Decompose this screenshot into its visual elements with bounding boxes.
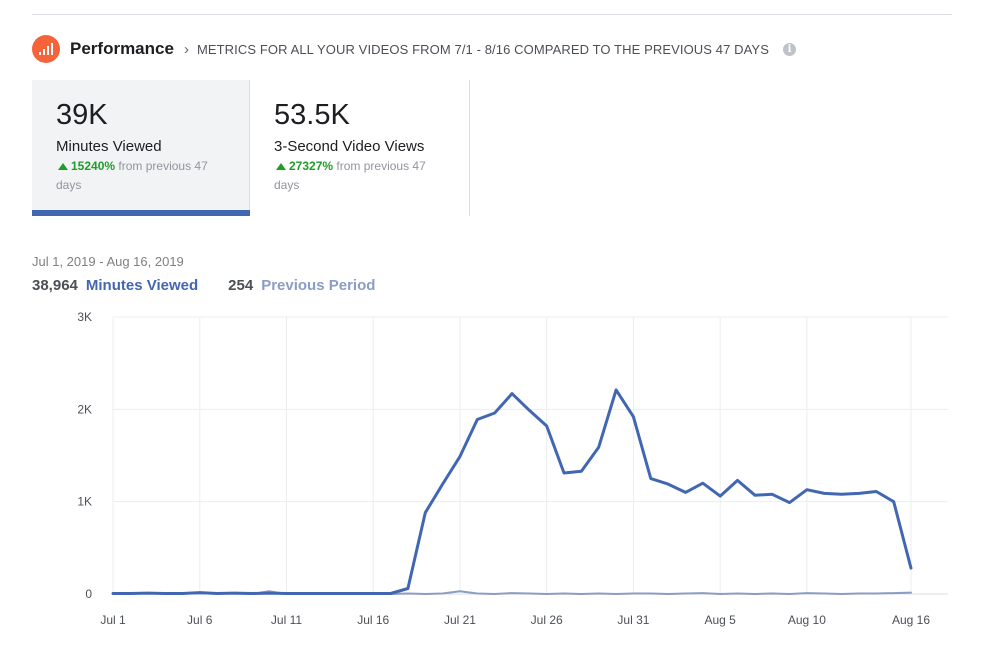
x-tick-label: Jul 26 bbox=[531, 613, 563, 627]
x-tick-label: Jul 21 bbox=[444, 613, 476, 627]
selected-tab-indicator bbox=[32, 210, 250, 216]
chart-legend: 38,964 Minutes Viewed 254 Previous Perio… bbox=[32, 277, 375, 294]
y-tick-label: 3K bbox=[77, 310, 92, 324]
metric-change-text: from previous 47 days bbox=[274, 159, 426, 192]
legend-series-current[interactable]: Minutes Viewed bbox=[85, 277, 199, 294]
metric-change: 27327% from previous 47 days bbox=[274, 157, 454, 195]
metric-label: Minutes Viewed bbox=[56, 138, 162, 155]
metric-card-video-views[interactable]: 53.5K 3-Second Video Views 27327% from p… bbox=[250, 80, 470, 216]
legend-total-current: 38,964 bbox=[32, 277, 78, 294]
x-tick-label: Aug 16 bbox=[892, 613, 930, 627]
x-tick-label: Jul 11 bbox=[271, 613, 302, 627]
top-divider bbox=[32, 14, 952, 15]
metric-change: 15240% from previous 47 days bbox=[56, 157, 236, 195]
x-tick-label: Jul 31 bbox=[617, 613, 649, 627]
metric-card-minutes-viewed[interactable]: 39K Minutes Viewed 15240% from previous … bbox=[32, 80, 250, 216]
y-tick-label: 2K bbox=[77, 402, 92, 416]
metric-value: 53.5K bbox=[274, 99, 350, 131]
info-icon[interactable]: i bbox=[782, 42, 796, 56]
metric-change-percent: 15240% bbox=[71, 159, 116, 173]
x-tick-label: Jul 1 bbox=[100, 613, 126, 627]
metric-value: 39K bbox=[56, 99, 108, 131]
chevron-right-icon: › bbox=[183, 40, 189, 58]
metric-change-percent: 27327% bbox=[289, 159, 334, 173]
legend-series-previous[interactable]: Previous Period bbox=[261, 277, 376, 294]
y-tick-label: 0 bbox=[85, 587, 92, 601]
up-arrow-icon bbox=[276, 163, 286, 170]
x-tick-label: Jul 6 bbox=[187, 613, 213, 627]
metrics-subtitle: METRICS FOR ALL YOUR VIDEOS FROM 7/1 - 8… bbox=[196, 41, 769, 57]
line-chart: 0 1K 2K 3K Jul 1 Jul 6 Jul 11 Jul 16 Jul 21 Jul 2… bbox=[77, 310, 948, 627]
x-tick-label: Jul 16 bbox=[357, 613, 389, 627]
metric-label: 3-Second Video Views bbox=[274, 138, 425, 155]
metric-change-text: from previous 47 days bbox=[56, 159, 208, 192]
page-title: Performance bbox=[70, 39, 174, 58]
legend-total-previous: 254 bbox=[228, 277, 254, 294]
date-range: Jul 1, 2019 - Aug 16, 2019 bbox=[32, 254, 184, 269]
x-tick-label: Aug 10 bbox=[788, 613, 826, 627]
series-line-minutes-viewed bbox=[111, 388, 913, 595]
x-tick-label: Aug 5 bbox=[704, 613, 736, 627]
bar-chart-icon bbox=[32, 35, 60, 63]
y-tick-label: 1K bbox=[77, 495, 92, 509]
performance-header: Performance › METRICS FOR ALL YOUR VIDEO… bbox=[32, 34, 796, 64]
up-arrow-icon bbox=[58, 163, 68, 170]
